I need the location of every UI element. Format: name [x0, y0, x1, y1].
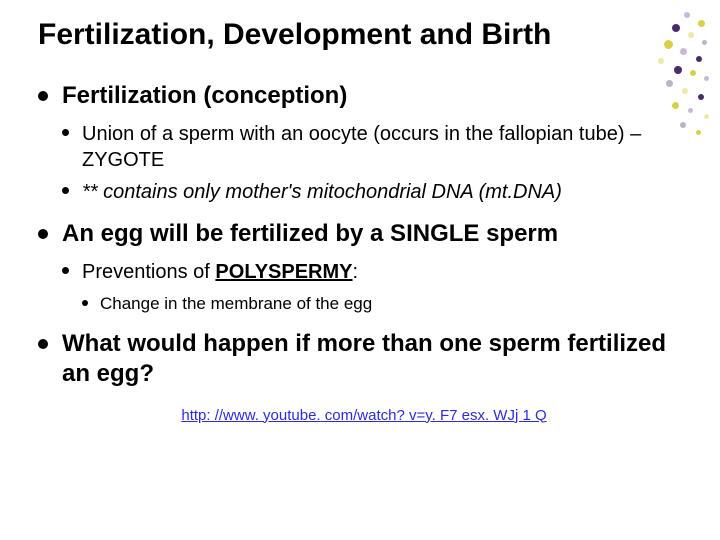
- deco-dot: [702, 40, 707, 45]
- deco-dot: [672, 24, 680, 32]
- deco-dot: [674, 66, 682, 74]
- bullet-level2: Preventions of POLYSPERMY: Change in the …: [62, 259, 690, 315]
- slide: Fertilization, Development and Birth Fer…: [0, 0, 720, 540]
- bullet-level1-text: Fertilization (conception): [62, 81, 690, 111]
- deco-dot: [664, 40, 673, 49]
- bullet-level1: What would happen if more than one sperm…: [38, 329, 690, 389]
- deco-dot: [680, 48, 687, 55]
- bullet-level2-text: Union of a sperm with an oocyte (occurs …: [82, 121, 690, 173]
- sublist-level2: Union of a sperm with an oocyte (occurs …: [62, 121, 690, 205]
- bullet-level3: Change in the membrane of the egg: [82, 293, 690, 315]
- bullet-level3-text: Change in the membrane of the egg: [100, 293, 690, 315]
- deco-dot: [690, 70, 696, 76]
- bullet-level1-text: An egg will be fertilized by a SINGLE sp…: [62, 219, 690, 249]
- deco-dot: [704, 76, 709, 81]
- deco-dot: [684, 12, 690, 18]
- deco-dot: [698, 94, 704, 100]
- deco-dot: [704, 114, 709, 119]
- deco-dot: [688, 32, 694, 38]
- bullet-level1-text: What would happen if more than one sperm…: [62, 329, 690, 389]
- bullet-level2-text: Preventions of POLYSPERMY:: [82, 259, 690, 285]
- bullet-level1: Fertilization (conception) Union of a spe…: [38, 81, 690, 205]
- bullet-level2: ** contains only mother's mitochondrial …: [62, 179, 690, 205]
- sublist-level3: Change in the membrane of the egg: [82, 293, 690, 315]
- deco-dot: [696, 130, 701, 135]
- sublist-level2: Preventions of POLYSPERMY: Change in the …: [62, 259, 690, 315]
- bullet-level2: Union of a sperm with an oocyte (occurs …: [62, 121, 690, 173]
- deco-dot: [696, 56, 702, 62]
- link-container: http: //www. youtube. com/watch? v=y. F7…: [38, 407, 690, 425]
- slide-title: Fertilization, Development and Birth: [38, 18, 690, 53]
- deco-dot: [698, 20, 705, 27]
- bullet-level1: An egg will be fertilized by a SINGLE sp…: [38, 219, 690, 315]
- youtube-link[interactable]: http: //www. youtube. com/watch? v=y. F7…: [181, 407, 546, 424]
- deco-dot: [658, 58, 664, 64]
- bullet-level2-text: ** contains only mother's mitochondrial …: [82, 179, 690, 205]
- content-list: Fertilization (conception) Union of a spe…: [38, 81, 690, 389]
